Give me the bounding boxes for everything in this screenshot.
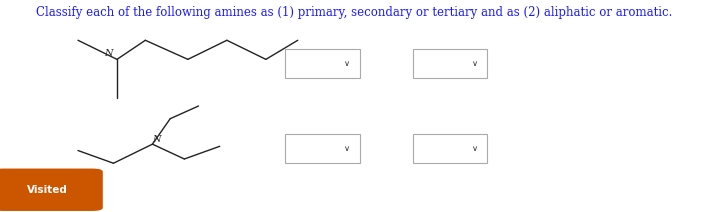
FancyBboxPatch shape bbox=[413, 134, 488, 163]
Text: ∨: ∨ bbox=[344, 59, 350, 68]
Text: ∨: ∨ bbox=[471, 59, 478, 68]
Text: Visited: Visited bbox=[28, 185, 68, 195]
FancyBboxPatch shape bbox=[285, 134, 360, 163]
Text: Classify each of the following amines as (1) primary, secondary or tertiary and : Classify each of the following amines as… bbox=[36, 6, 673, 19]
Text: N: N bbox=[152, 135, 160, 144]
FancyBboxPatch shape bbox=[285, 49, 360, 78]
FancyBboxPatch shape bbox=[0, 169, 103, 211]
Text: ∨: ∨ bbox=[471, 144, 478, 153]
FancyBboxPatch shape bbox=[413, 49, 488, 78]
Text: N: N bbox=[104, 49, 113, 57]
Text: ∨: ∨ bbox=[344, 144, 350, 153]
